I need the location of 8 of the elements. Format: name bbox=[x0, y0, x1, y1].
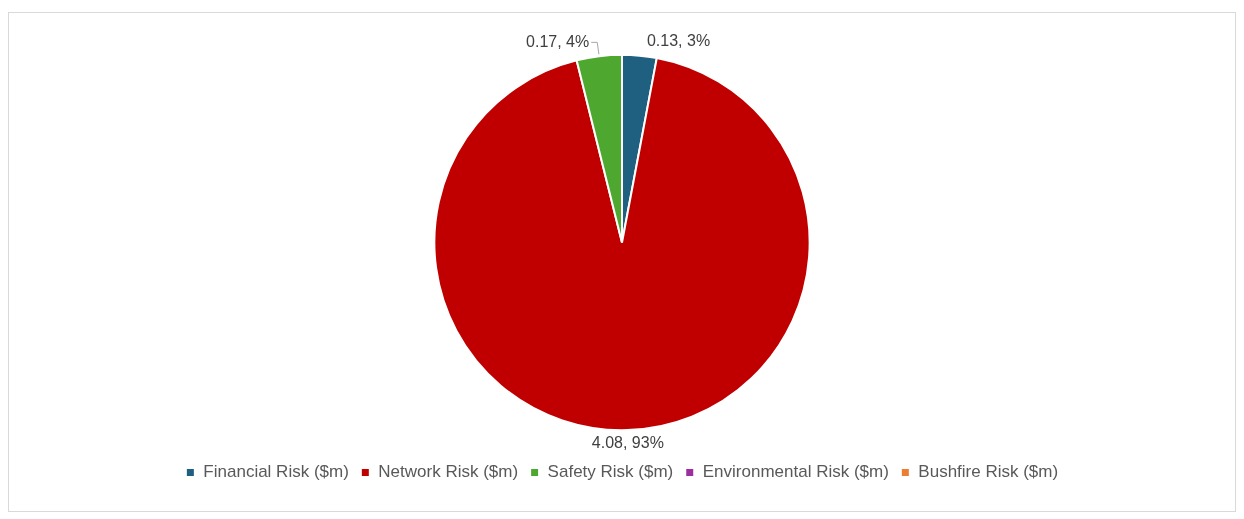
legend-label: Environmental Risk ($m) bbox=[702, 462, 889, 482]
data-label: 0.17, 4% bbox=[526, 32, 590, 50]
legend-label: Financial Risk ($m) bbox=[203, 462, 349, 482]
data-label: 0.13, 3% bbox=[646, 32, 711, 50]
legend-label: Network Risk ($m) bbox=[378, 462, 519, 482]
data-label: 4.08, 93% bbox=[591, 434, 664, 452]
legend-label: Bushfire Risk ($m) bbox=[918, 462, 1059, 482]
legend-label: Safety Risk ($m) bbox=[547, 462, 674, 482]
